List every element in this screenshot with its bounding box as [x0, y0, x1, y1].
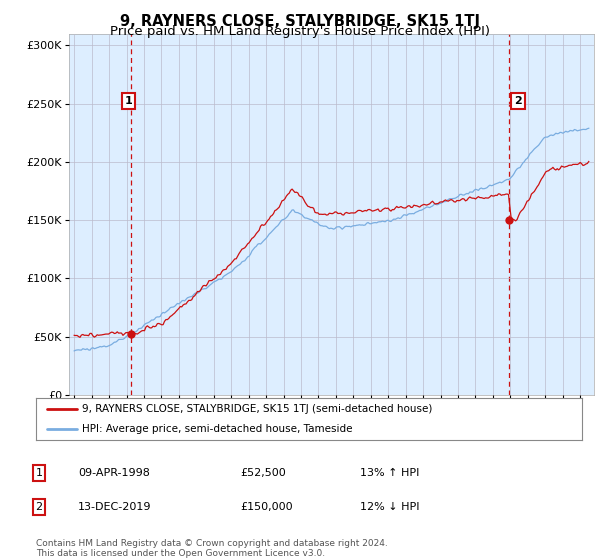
Text: £52,500: £52,500	[240, 468, 286, 478]
Text: 9, RAYNERS CLOSE, STALYBRIDGE, SK15 1TJ: 9, RAYNERS CLOSE, STALYBRIDGE, SK15 1TJ	[120, 14, 480, 29]
Text: 09-APR-1998: 09-APR-1998	[78, 468, 150, 478]
Text: 13% ↑ HPI: 13% ↑ HPI	[360, 468, 419, 478]
Text: £150,000: £150,000	[240, 502, 293, 512]
Text: 9, RAYNERS CLOSE, STALYBRIDGE, SK15 1TJ (semi-detached house): 9, RAYNERS CLOSE, STALYBRIDGE, SK15 1TJ …	[82, 404, 433, 414]
Text: Price paid vs. HM Land Registry's House Price Index (HPI): Price paid vs. HM Land Registry's House …	[110, 25, 490, 38]
Text: 2: 2	[35, 502, 43, 512]
Text: 1: 1	[35, 468, 43, 478]
Text: 1: 1	[125, 96, 133, 106]
Text: HPI: Average price, semi-detached house, Tameside: HPI: Average price, semi-detached house,…	[82, 424, 353, 434]
Text: 2: 2	[514, 96, 522, 106]
Text: 12% ↓ HPI: 12% ↓ HPI	[360, 502, 419, 512]
Text: 13-DEC-2019: 13-DEC-2019	[78, 502, 151, 512]
Text: Contains HM Land Registry data © Crown copyright and database right 2024.
This d: Contains HM Land Registry data © Crown c…	[36, 539, 388, 558]
